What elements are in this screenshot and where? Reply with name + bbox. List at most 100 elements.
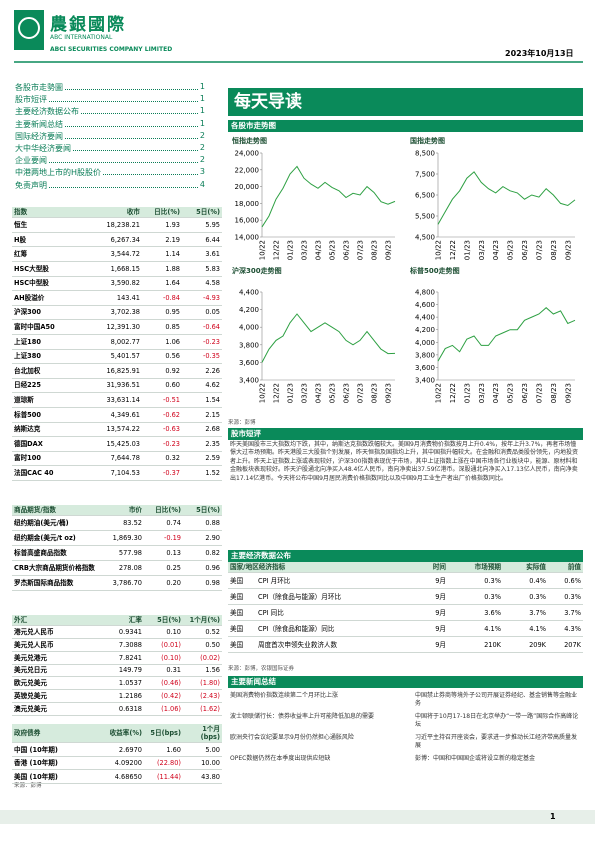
cell: 1.0537 xyxy=(102,676,144,691)
cell: 7,644.78 xyxy=(92,451,142,467)
cell: 0.88 xyxy=(183,515,222,532)
price-line xyxy=(437,307,576,362)
y-tick-label: 5,500 xyxy=(415,213,435,221)
cell: 278.08 xyxy=(102,560,144,577)
cell: 上证380 xyxy=(12,349,92,365)
cell: 0.3% xyxy=(448,588,504,606)
row: AH股溢价 143.41 -0.84 -4.93 xyxy=(12,290,222,306)
toc-entry: 中港两地上市的H股股价 3 xyxy=(15,167,205,178)
cell: 0.52 xyxy=(183,625,222,640)
cell: 2.19 xyxy=(142,232,182,248)
y-tick-label: 3,800 xyxy=(415,351,435,359)
cell: AH股溢价 xyxy=(12,290,92,306)
cell: 欧元兑美元 xyxy=(12,676,102,691)
cell: 4.1% xyxy=(448,620,504,638)
row: 恒生 18,238.21 1.93 5.95 xyxy=(12,217,222,233)
row: 澳元兑美元 0.6318 (1.06) (1.62) xyxy=(12,702,222,716)
row: 法国CAC 40 7,104.53 -0.37 1.52 xyxy=(12,465,222,481)
cell: 1.88 xyxy=(142,261,182,277)
cell: 美国 xyxy=(228,588,256,606)
x-tick-label: 06/23 xyxy=(343,383,351,403)
commodities-table: 商品期货/指数 市价 日比(%) 5日(%) 纽约期油(美元/桶) 83.52 0.74 0.… xyxy=(12,505,222,592)
cell: 恒生 xyxy=(12,217,92,233)
cell: 0.31 xyxy=(144,664,183,678)
logo-en: ABCI SECURITIES COMPANY LIMITED xyxy=(50,46,173,53)
row: 英镑兑美元 1.2186 (0.42) (2.43) xyxy=(12,689,222,704)
toc-entry: 各股市走勢圖 1 xyxy=(15,82,205,93)
row: 道琼斯 33,631.14 -0.51 1.54 xyxy=(12,392,222,408)
toc-title: 股市短评 xyxy=(15,95,47,105)
header-cell: 时间 xyxy=(408,562,449,574)
banner: 每天导读 xyxy=(228,88,583,116)
row: 美元兑人民币 7.3088 (0.01) 0.50 xyxy=(12,638,222,652)
y-tick-label: 3,600 xyxy=(239,359,259,367)
cell: 207K xyxy=(548,636,584,654)
commentary-text: 昨天美国股市三大指数均下跌，其中，纳斯达克指数跌幅较大。美国9月消费物价指数按月… xyxy=(230,441,579,482)
x-tick-label: 08/23 xyxy=(371,383,379,403)
logo-en: ABC INTERNATIONAL xyxy=(50,34,113,41)
toc-page: 1 xyxy=(199,94,205,104)
cell: 149.79 xyxy=(102,664,144,678)
cell: 9月 xyxy=(408,620,449,638)
cell: 0.60 xyxy=(142,378,182,394)
cell: 31,936.51 xyxy=(92,378,142,394)
cell: 1.06 xyxy=(142,334,182,350)
toc-leader xyxy=(103,167,198,176)
section-bar: 主要新闻总结 xyxy=(228,676,583,688)
cell: 4,349.61 xyxy=(92,407,142,423)
toc-title: 中港两地上市的H股股价 xyxy=(15,168,102,178)
cell: (1.80) xyxy=(183,676,222,691)
cell: 0.3% xyxy=(448,572,504,590)
cell: 6.44 xyxy=(182,232,222,248)
x-tick-label: 10/22 xyxy=(435,240,443,260)
cell: 577.98 xyxy=(102,545,144,562)
cell: 沪深300 xyxy=(12,305,92,321)
y-tick-label: 22,000 xyxy=(235,166,260,174)
y-tick-label: 4,200 xyxy=(239,306,259,314)
toc-leader xyxy=(49,180,198,188)
y-tick-label: 4,000 xyxy=(239,324,259,332)
cell: 4.58 xyxy=(182,276,222,292)
cell: 英镑兑美元 xyxy=(12,689,102,704)
cell: 0.56 xyxy=(142,349,182,365)
section-bar: 主要经济数据公布 xyxy=(228,550,583,562)
y-tick-label: 3,400 xyxy=(415,377,435,385)
header-cell: 5日(%) xyxy=(183,505,222,517)
cell: -0.23 xyxy=(142,436,182,452)
row: 欧元兑美元 1.0537 (0.46) (1.80) xyxy=(12,676,222,691)
row: 上证380 5,401.57 0.56 -0.35 xyxy=(12,349,222,365)
cell: 4.62 xyxy=(182,378,222,394)
header-cell: 指数 xyxy=(12,207,92,219)
cell: 2.90 xyxy=(183,530,222,547)
logo-ring xyxy=(18,17,40,39)
row: 德国DAX 15,425.03 -0.23 2.35 xyxy=(12,436,222,452)
x-tick-label: 01/23 xyxy=(463,383,471,403)
cell: 上证180 xyxy=(12,334,92,350)
cell: 7.3088 xyxy=(102,638,144,652)
section-bar: 股市短评 xyxy=(228,428,583,440)
page-number: 1 xyxy=(550,812,556,821)
cell: -0.19 xyxy=(144,530,183,547)
cell: 1,668.15 xyxy=(92,261,142,277)
cell: 纳斯达克 xyxy=(12,422,92,438)
toc-title: 主要经济数据公布 xyxy=(15,107,79,117)
cell: 0.96 xyxy=(183,560,222,577)
cell: 10.00 xyxy=(183,756,222,771)
row: HSC大型股 1,668.15 1.88 5.83 xyxy=(12,261,222,277)
header-cell: 5日(bps) xyxy=(144,724,183,744)
cell: 1.14 xyxy=(142,246,182,263)
cell: 0.6318 xyxy=(102,702,144,716)
x-tick-label: 05/23 xyxy=(329,240,337,260)
cell: 澳元兑美元 xyxy=(12,702,102,716)
cell: 3.7% xyxy=(503,604,549,622)
logo-cn: 農銀國際 xyxy=(50,15,126,35)
cell: -0.37 xyxy=(142,465,182,481)
row: 美国 CPI 同比 9月 3.6% 3.7% 3.7% xyxy=(228,604,584,622)
cell: 0.85 xyxy=(142,319,182,335)
x-tick-label: 01/23 xyxy=(287,383,295,403)
toc-page: 4 xyxy=(199,179,205,189)
row: 罗杰斯国际商品指数 3,786.70 0.20 0.98 xyxy=(12,575,222,592)
cell: HSC中型股 xyxy=(12,276,92,292)
header-cell: 商品期货/指数 xyxy=(12,505,102,517)
